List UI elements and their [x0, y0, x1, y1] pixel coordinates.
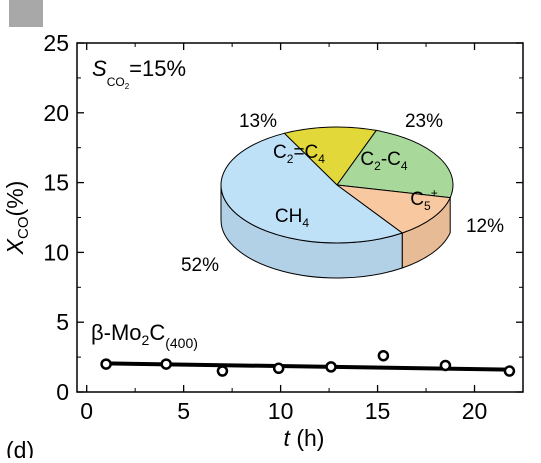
pie-label-C2=C4-sub-b: 4	[318, 152, 325, 166]
pie-label-C2=C4-sub-a: 2	[287, 152, 294, 166]
x-tick-label: 15	[365, 398, 391, 424]
data-point	[216, 365, 229, 377]
panel-label: (d)	[6, 437, 34, 458]
selectivity-value: =15%	[129, 56, 186, 81]
y-axis-var: X	[2, 237, 28, 255]
pie-label-C2-C4-dash: -C	[381, 149, 401, 170]
data-point	[439, 359, 452, 372]
pie-label-C2-C4-a: C	[360, 149, 374, 170]
selectivity-label: SCO2=15%	[92, 56, 186, 91]
x-tick-label: 10	[268, 398, 294, 424]
pie-slice-CH4	[220, 132, 404, 244]
selectivity-var: S	[92, 56, 107, 81]
pie-label-C2=C4-a: C	[273, 142, 287, 163]
series-label: β-Mo2C(400)	[91, 320, 198, 351]
data-point	[503, 365, 516, 377]
y-axis-unit: (%)	[2, 181, 28, 217]
y-tick-label: 0	[56, 379, 69, 405]
pie-label-C2-C4-sub-a: 2	[374, 159, 381, 173]
x-axis-var: t	[284, 425, 292, 451]
series-label-pre: β-Mo	[91, 320, 142, 345]
x-tick-label: 5	[177, 398, 190, 424]
pie-label-CH4: CH4	[275, 206, 309, 230]
x-tick-label: 0	[80, 398, 93, 424]
x-axis-label: t (h)	[284, 425, 325, 451]
data-point	[100, 358, 112, 370]
pie-pct-C5+: 12%	[466, 216, 504, 237]
pie-label-C5+-sub: 5	[424, 199, 431, 213]
data-point	[272, 362, 285, 375]
pie-pct-C2-C4: 23%	[405, 111, 443, 132]
pie-label-C2=C4-eq: =C	[293, 142, 318, 163]
pie-slice-C2-C4	[336, 129, 454, 199]
y-tick-label: 25	[43, 30, 69, 56]
pie-label-CH4-base: CH	[275, 206, 302, 227]
selectivity-sub2: 2	[125, 82, 130, 91]
pie-pct-CH4: 52%	[181, 255, 219, 276]
y-axis-label: XCO(%)	[2, 181, 32, 256]
series-label-sub2: (400)	[165, 335, 198, 351]
y-tick-label: 20	[43, 100, 69, 126]
pie-label-C2-C4-sub-b: 4	[401, 159, 408, 173]
cropped-previous-panel-fragment	[9, 0, 43, 27]
data-point	[325, 361, 337, 373]
y-tick-label: 5	[56, 309, 69, 335]
x-tick-label: 20	[462, 398, 488, 424]
pie-label-CH4-sub: 4	[302, 216, 309, 230]
pie-slice-C2=C4	[283, 126, 378, 186]
pie-label-C2-C4: C2-C4	[360, 149, 407, 173]
pie-pct-C2=C4: 13%	[239, 111, 277, 132]
series-label-sub: 2	[142, 332, 150, 348]
pie-label-C5+-sup: +	[431, 186, 438, 200]
x-axis-unit: (h)	[290, 425, 325, 451]
pie-label-C5+-a: C	[410, 189, 424, 210]
y-tick-label: 15	[43, 170, 69, 196]
data-point	[160, 358, 172, 370]
y-tick-label: 10	[43, 239, 69, 265]
pie-slice-C5+	[335, 184, 451, 234]
selectivity-sub: CO	[107, 75, 125, 89]
data-point	[377, 349, 390, 362]
pie-label-C2=C4: C2=C4	[273, 142, 325, 166]
series-label-mid: C	[149, 320, 165, 345]
y-axis-sub: CO	[15, 216, 32, 239]
pie-label-C5+: C5+	[410, 186, 437, 213]
